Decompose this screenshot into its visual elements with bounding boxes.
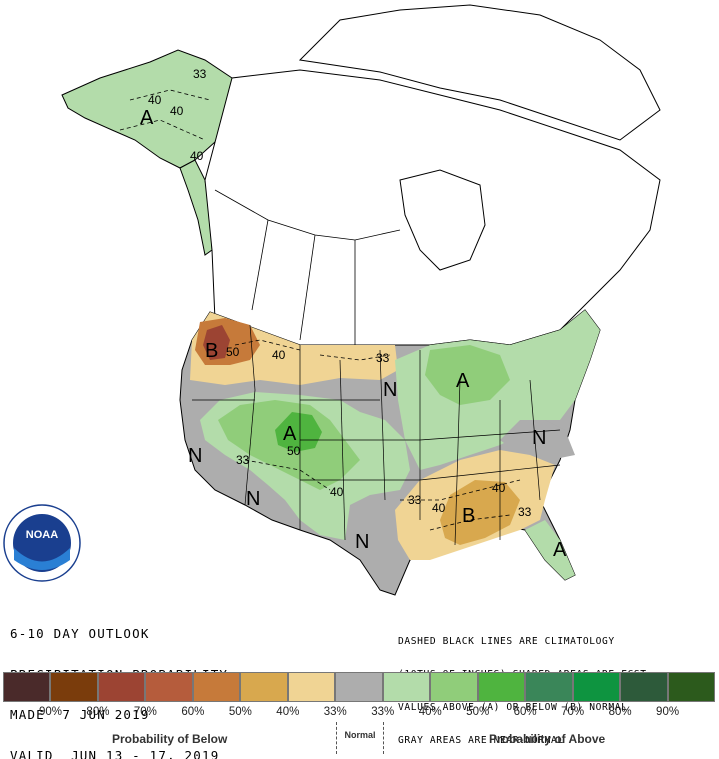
map-label-west-n: N [188, 445, 202, 467]
legend-swatch-7 [335, 672, 383, 702]
legend-swatch-12 [572, 672, 621, 702]
probability-below-label: Probability of Below [112, 732, 228, 746]
legend-swatch-6 [287, 672, 336, 702]
normal-legend-box: Normal [336, 722, 384, 754]
map-label-alaska-40b: 40 [170, 104, 184, 118]
legend-swatch-3 [145, 672, 193, 702]
legend-label-9: 50% [466, 706, 490, 718]
great-lakes-green [425, 345, 510, 405]
map-label-ne-n: N [532, 427, 546, 449]
legend-label-10: 60% [513, 706, 537, 718]
florida-above-area [525, 520, 575, 580]
legend-swatch-13 [620, 672, 668, 702]
map-label-central-50: 50 [287, 444, 301, 458]
map-label-se-33a: 33 [408, 493, 422, 507]
legend-swatch-10 [477, 672, 526, 702]
legend-label-11: 70% [561, 706, 585, 718]
map-label-pnw-50: 50 [226, 345, 240, 359]
map-label-mt-40: 40 [272, 348, 286, 362]
canadian-arctic-islands [298, 4, 661, 141]
map-label-nd-33: 33 [376, 351, 390, 365]
probability-above-label: Probability of Above [489, 732, 606, 746]
map-label-tx-n: N [355, 531, 369, 553]
normal-label: Normal [344, 730, 376, 740]
legend-swatch-4 [192, 672, 241, 702]
legend-swatch-14 [667, 672, 716, 702]
legend-swatch-2 [97, 672, 146, 702]
map-label-alaska-40c: 40 [190, 149, 204, 163]
legend-label-0: 90% [38, 706, 62, 718]
legend-label-13: 90% [656, 706, 680, 718]
map-label-se-40a: 40 [432, 501, 446, 515]
map-label-mn-n: N [383, 379, 397, 401]
map-label-alaska-40a: 40 [148, 93, 162, 107]
legend-swatch-9 [430, 672, 478, 702]
climatology-contours [119, 89, 521, 531]
map-label-se-40b: 40 [492, 481, 506, 495]
probability-legend-bar [3, 672, 716, 702]
map-label-sw-n: N [246, 488, 260, 510]
map-label-se-b: B [462, 505, 475, 527]
legend-swatch-8 [382, 672, 431, 702]
legend-swatch-0 [3, 672, 51, 702]
map-label-gl-a: A [456, 370, 470, 392]
legend-label-12: 80% [608, 706, 632, 718]
hudson-bay [399, 169, 486, 271]
map-label-alaska-a: A [140, 107, 154, 129]
state-borders [192, 324, 561, 546]
legend-label-3: 60% [181, 706, 205, 718]
map-label-sw-33: 33 [236, 453, 250, 467]
noaa-logo: NOAA [3, 504, 81, 582]
map-label-central-a: A [283, 423, 297, 445]
canada-province-borders [214, 189, 401, 345]
outlook-valid-dates: VALID JUN 13 - 17, 2019 [10, 747, 220, 759]
legend-swatch-5 [240, 672, 288, 702]
note-line3: VALUES ABOVE (A) OR BELOW (B) NORMAL [398, 702, 628, 713]
legend-swatch-1 [50, 672, 98, 702]
pnw-dark-area [203, 325, 230, 360]
outlook-made-date: MADE 7 JUN 2019 [10, 707, 150, 722]
legend-label-spacer [3, 706, 27, 720]
map-label-tx-40: 40 [330, 485, 344, 499]
legend-label-7: 33% [371, 706, 395, 718]
map-label-pnw-b: B [205, 340, 218, 362]
central-dark-green [275, 412, 322, 452]
legend-label-5: 40% [276, 706, 300, 718]
legend-label-1: 80% [86, 706, 110, 718]
note-line4: GRAY AREAS ARE NEAR-NORMAL [398, 735, 564, 746]
note-line1: DASHED BLACK LINES ARE CLIMATOLOGY [398, 636, 615, 647]
probability-legend-labels: 90% 80% 70% 60% 50% 40% 33% 33% 40% 50% 60% 70% 80% 9… [3, 706, 715, 720]
map-label-fl-a: A [553, 539, 567, 561]
map-label-alaska-33: 33 [193, 67, 207, 81]
outlook-title-line1: 6-10 DAY OUTLOOK [10, 626, 150, 641]
legend-label-6: 33% [323, 706, 347, 718]
noaa-logo-text: NOAA [26, 529, 58, 541]
legend-label-8: 40% [418, 706, 442, 718]
north-america-map: 33 40 40 40 50 40 33 50 33 40 33 40 40 3… [3, 4, 661, 596]
legend-label-spacer-end [691, 706, 715, 720]
map-label-se-33b: 33 [518, 505, 532, 519]
legend-label-4: 50% [228, 706, 252, 718]
legend-swatch-11 [525, 672, 573, 702]
legend-label-2: 70% [133, 706, 157, 718]
